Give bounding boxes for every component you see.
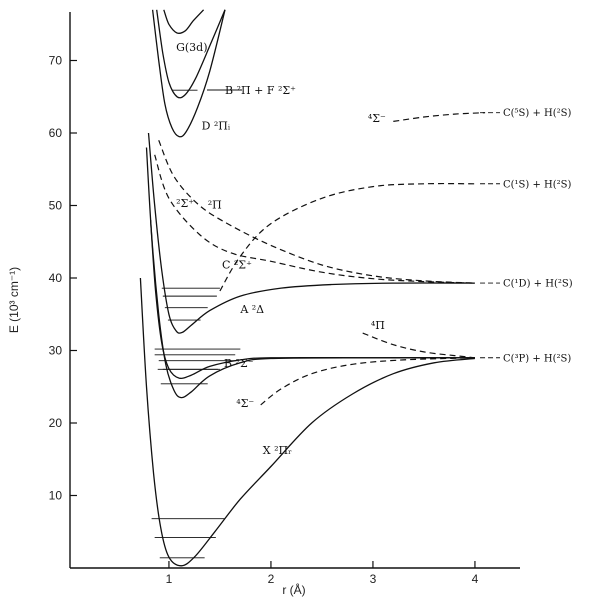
y-tick-label-70: 70 — [49, 54, 63, 68]
state-label-4: ²Σ⁺ — [176, 197, 194, 210]
y-tick-label-20: 20 — [49, 416, 63, 430]
vibrational-levels — [151, 89, 241, 559]
x-tick-label-1: 1 — [166, 572, 173, 586]
y-tick-label-60: 60 — [49, 126, 63, 140]
curve-9 — [154, 154, 475, 284]
curve-7 — [260, 357, 475, 406]
curve-11 — [219, 182, 475, 292]
curve-0 — [139, 277, 475, 567]
state-label-7: A ²Δ — [239, 303, 264, 316]
state-labels: G(3d) B ²Π + F ²Σ⁺ D ²Πᵢ ⁴Σ⁻ ²Σ⁺ ²Π C ²Σ⁺ A ²Δ B… — [176, 41, 386, 457]
x-ticks: 1 2 3 4 — [166, 561, 479, 586]
x-tick-label-4: 4 — [472, 572, 479, 586]
x-tick-label-3: 3 — [370, 572, 377, 586]
curve-5 — [156, 9, 226, 99]
asymptote-labels: C(⁵S) + H(²S) C(¹S) + H(²S) C(¹D) + H(²S) C… — [480, 108, 573, 364]
state-label-5: ²Π — [208, 198, 222, 211]
y-tick-label-30: 30 — [49, 344, 63, 358]
curve-8 — [362, 332, 475, 359]
x-tick-label-2: 2 — [268, 572, 275, 586]
state-label-10: ⁴Π — [371, 319, 385, 332]
curve-10 — [158, 140, 475, 284]
curve-2 — [145, 147, 475, 399]
state-label-9: ⁴Σ⁻ — [236, 397, 254, 410]
y-tick-label-50: 50 — [49, 199, 63, 213]
curve-12 — [393, 112, 486, 122]
state-label-1: B ²Π + F ²Σ⁺ — [225, 84, 296, 97]
curve-4 — [151, 9, 226, 138]
axes — [69, 12, 520, 569]
asymptote-label-0: C(⁵S) + H(²S) — [503, 108, 572, 119]
y-tick-label-40: 40 — [49, 271, 63, 285]
x-axis-title: r (Å) — [282, 582, 305, 597]
y-ticks: 10 20 30 40 50 60 70 — [49, 54, 77, 503]
state-label-3: ⁴Σ⁻ — [368, 112, 386, 125]
state-label-6: C ²Σ⁺ — [222, 259, 252, 272]
state-label-11: X ²Πᵣ — [263, 444, 292, 457]
state-label-2: D ²Πᵢ — [202, 119, 231, 132]
curve-6 — [163, 9, 205, 35]
curve-3 — [147, 132, 475, 334]
asymptote-label-2: C(¹D) + H(²S) — [503, 279, 573, 290]
y-axis-title: E (10³ cm⁻¹) — [7, 267, 21, 333]
y-tick-label-10: 10 — [49, 489, 63, 503]
state-label-0: G(3d) — [176, 41, 207, 54]
asymptote-label-3: C(³P) + H(²S) — [503, 353, 571, 364]
asymptote-label-1: C(¹S) + H(²S) — [503, 179, 572, 190]
state-label-8: B ²Σ⁻ — [224, 357, 254, 370]
